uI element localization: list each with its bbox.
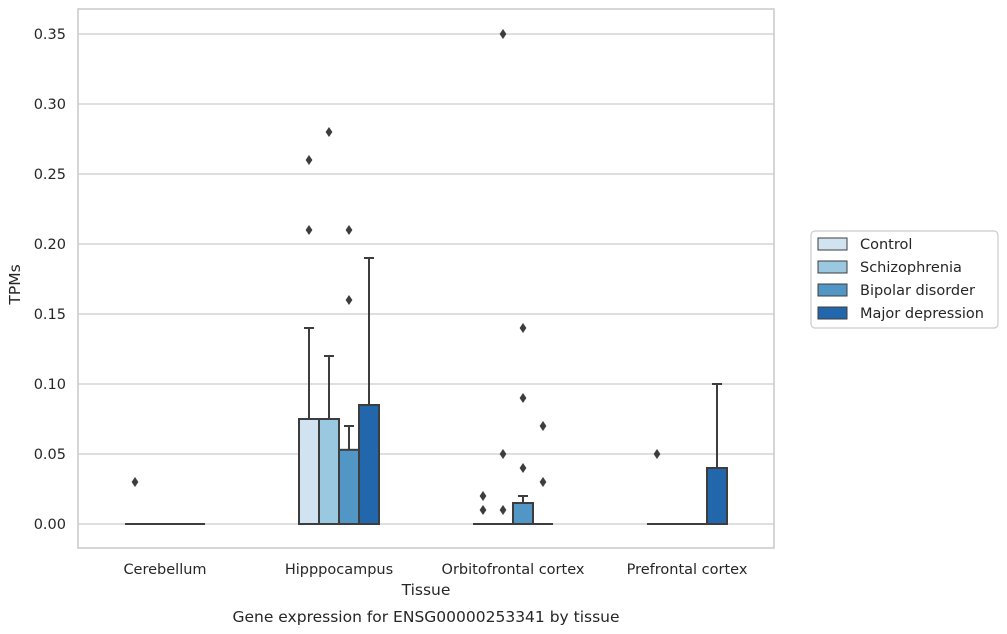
- box-body: [338, 448, 360, 525]
- plot-frame: [77, 8, 775, 549]
- y-tick-label: 0.30: [34, 97, 66, 113]
- box-bipolar-disorder: [338, 225, 360, 525]
- outlier-point: [325, 127, 333, 137]
- box-major-depression: [358, 257, 380, 525]
- box-major-depression: [706, 383, 728, 525]
- x-tick-label: Cerebellum: [123, 562, 206, 578]
- y-tick-label: 0.35: [34, 27, 66, 43]
- y-tick-label: 0.15: [34, 307, 66, 323]
- box-control: [473, 491, 493, 525]
- legend: Control Schizophrenia Bipolar disorder Majo…: [810, 230, 999, 329]
- legend-swatch: [817, 283, 848, 297]
- outlier-point: [305, 155, 313, 165]
- legend-swatch: [817, 306, 848, 320]
- outlier-point: [345, 295, 353, 305]
- x-tick-label: Orbitofrontal cortex: [442, 562, 585, 578]
- box-plots: [125, 29, 728, 525]
- box-schizophrenia: [493, 29, 513, 525]
- outlier-point: [499, 505, 507, 515]
- legend-label: Major depression: [860, 306, 984, 322]
- outlier-point: [305, 225, 313, 235]
- y-tick-label: 0.00: [34, 517, 66, 533]
- box-body: [706, 467, 728, 525]
- x-tick-labels: Cerebellum Hipppocampus Orbitofrontal cort…: [123, 562, 747, 578]
- legend-frame: [810, 230, 999, 329]
- x-tick-label: Prefrontal cortex: [627, 562, 748, 578]
- y-tick-label: 0.05: [34, 447, 66, 463]
- box-body: [512, 502, 534, 525]
- outlier-point: [479, 505, 487, 515]
- y-tick-label: 0.25: [34, 167, 66, 183]
- outlier-point: [519, 393, 527, 403]
- y-tick-label: 0.20: [34, 237, 66, 253]
- box-body: [298, 418, 320, 525]
- outlier-point: [653, 449, 661, 459]
- legend-swatch: [817, 260, 848, 274]
- box-body: [358, 404, 380, 525]
- outlier-point: [479, 491, 487, 501]
- box-body: [318, 418, 340, 525]
- box-major-depression: [533, 421, 553, 525]
- outlier-point: [131, 477, 139, 487]
- legend-label: Bipolar disorder: [860, 283, 975, 299]
- outlier-point: [519, 463, 527, 473]
- box-control: [647, 449, 667, 525]
- y-axis-title: TPMs: [6, 264, 24, 305]
- box-control: [125, 477, 145, 525]
- box-bipolar-disorder: [512, 323, 534, 525]
- outlier-point: [519, 323, 527, 333]
- x-tick-label: Hipppocampus: [285, 562, 393, 578]
- x-axis-title: Tissue: [401, 581, 451, 599]
- y-tick-labels: 0.00 0.05 0.10 0.15 0.20 0.25 0.30 0.35: [34, 27, 66, 533]
- y-tick-label: 0.10: [34, 377, 66, 393]
- legend-label: Control: [860, 237, 912, 253]
- legend-swatch: [817, 237, 848, 251]
- outlier-point: [499, 29, 507, 39]
- legend-label: Schizophrenia: [860, 260, 962, 276]
- box-control: [298, 155, 320, 525]
- outlier-point: [499, 449, 507, 459]
- chart-caption: Gene expression for ENSG00000253341 by t…: [232, 608, 619, 626]
- outlier-point: [539, 477, 547, 487]
- outlier-point: [539, 421, 547, 431]
- outlier-point: [345, 225, 353, 235]
